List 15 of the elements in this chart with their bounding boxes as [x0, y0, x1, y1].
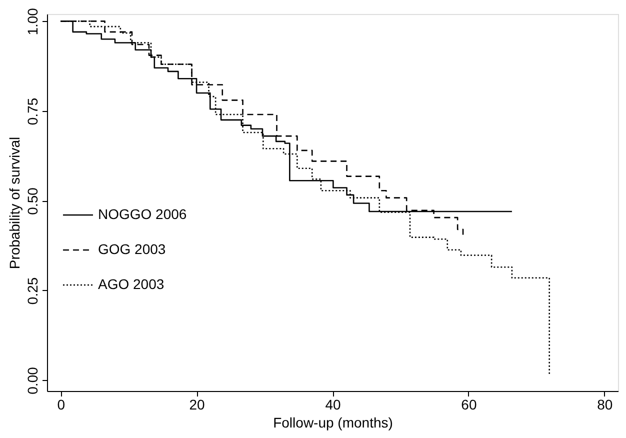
x-axis-title: Follow-up (months) — [273, 414, 393, 430]
x-tick-label: 20 — [189, 396, 206, 412]
y-axis-title: Probability of survival — [6, 136, 22, 270]
x-tick-label: 0 — [57, 396, 66, 412]
y-tick-label: 0.25 — [24, 277, 40, 305]
x-tick-label: 40 — [325, 396, 341, 412]
y-tick-label: 0.50 — [24, 187, 40, 215]
y-tick-label: 1.00 — [24, 8, 40, 36]
legend-label: NOGGO 2006 — [98, 206, 187, 222]
y-tick-label: 0.75 — [24, 98, 40, 126]
x-tick-label: 60 — [461, 396, 477, 412]
legend-label: AGO 2003 — [98, 276, 164, 292]
y-tick-label: 0.00 — [24, 366, 40, 394]
legend-label: GOG 2003 — [98, 241, 166, 257]
x-tick-label: 80 — [597, 396, 613, 412]
